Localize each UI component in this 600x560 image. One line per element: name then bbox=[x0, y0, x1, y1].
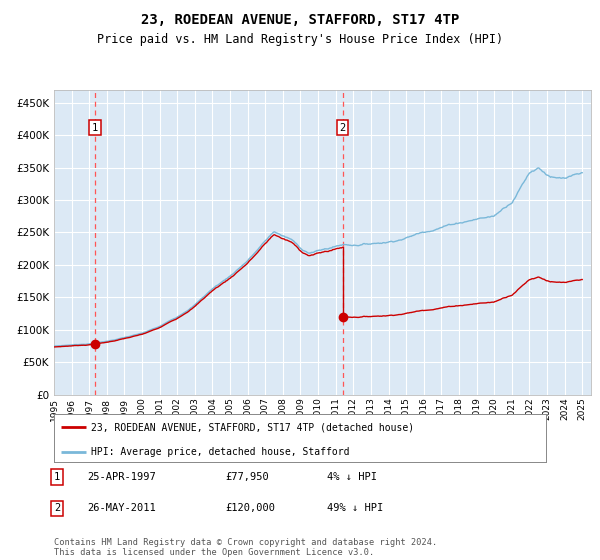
Text: Price paid vs. HM Land Registry's House Price Index (HPI): Price paid vs. HM Land Registry's House … bbox=[97, 32, 503, 46]
Text: 1: 1 bbox=[92, 123, 98, 133]
Text: 23, ROEDEAN AVENUE, STAFFORD, ST17 4TP: 23, ROEDEAN AVENUE, STAFFORD, ST17 4TP bbox=[141, 13, 459, 27]
Text: 26-MAY-2011: 26-MAY-2011 bbox=[87, 503, 156, 514]
Text: 4% ↓ HPI: 4% ↓ HPI bbox=[327, 472, 377, 482]
Text: 49% ↓ HPI: 49% ↓ HPI bbox=[327, 503, 383, 514]
Text: Contains HM Land Registry data © Crown copyright and database right 2024.
This d: Contains HM Land Registry data © Crown c… bbox=[54, 538, 437, 557]
Text: £120,000: £120,000 bbox=[225, 503, 275, 514]
Text: £77,950: £77,950 bbox=[225, 472, 269, 482]
Text: 25-APR-1997: 25-APR-1997 bbox=[87, 472, 156, 482]
Text: 2: 2 bbox=[340, 123, 346, 133]
Text: 1: 1 bbox=[54, 472, 60, 482]
Text: HPI: Average price, detached house, Stafford: HPI: Average price, detached house, Staf… bbox=[91, 446, 349, 456]
Text: 2: 2 bbox=[54, 503, 60, 514]
Text: 23, ROEDEAN AVENUE, STAFFORD, ST17 4TP (detached house): 23, ROEDEAN AVENUE, STAFFORD, ST17 4TP (… bbox=[91, 422, 414, 432]
